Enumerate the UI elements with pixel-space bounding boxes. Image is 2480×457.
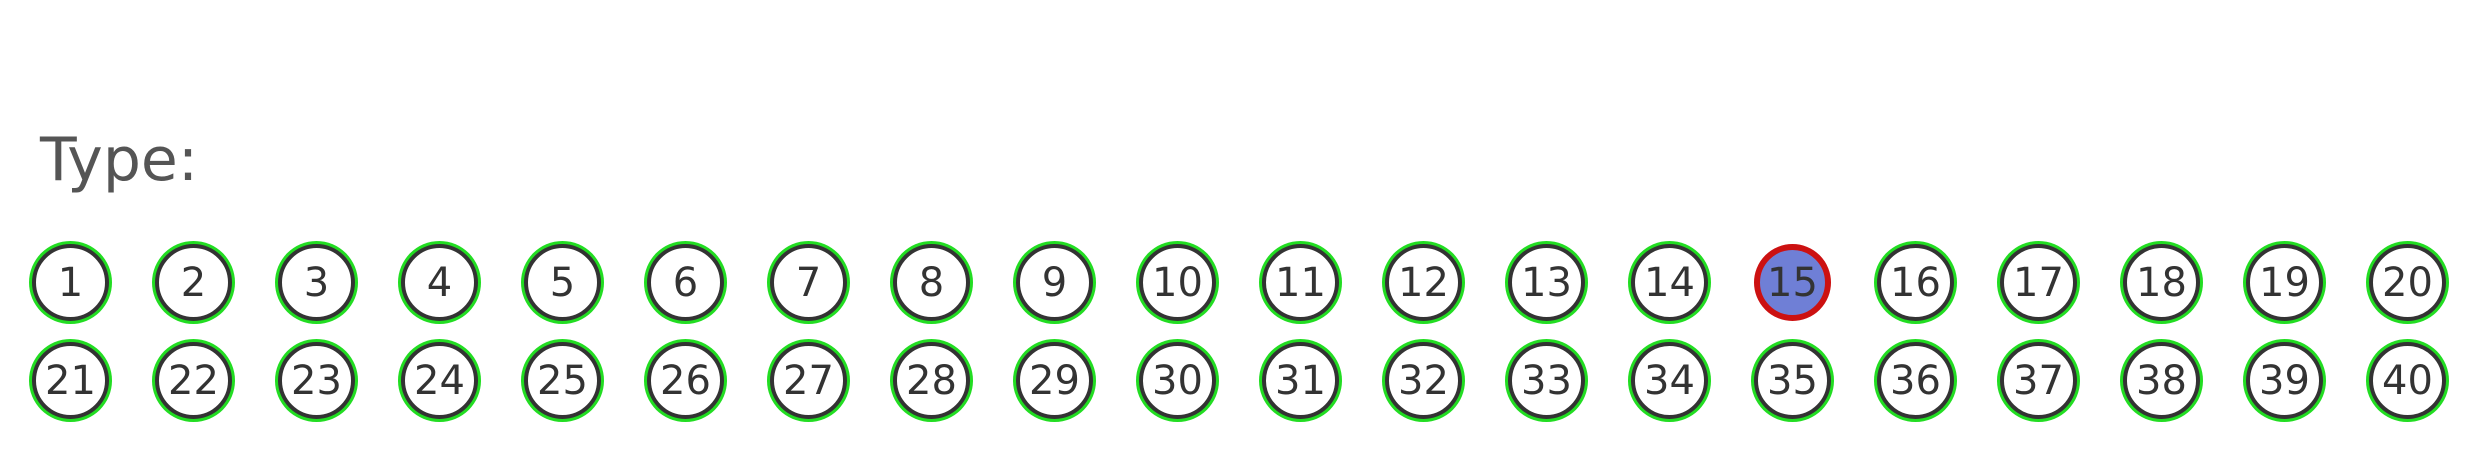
type-option-33[interactable]: 33: [1508, 342, 1585, 419]
type-options-grid: 1 2 3 4 5 6 7 8 9 10 11 12 13 14 15 16 17 18 19 20 21 22 23 24 2…: [32, 244, 2446, 419]
type-option-1[interactable]: 1: [32, 244, 109, 321]
type-option-24[interactable]: 24: [401, 342, 478, 419]
type-option-38[interactable]: 38: [2123, 342, 2200, 419]
type-option-16[interactable]: 16: [1877, 244, 1954, 321]
type-option-18[interactable]: 18: [2123, 244, 2200, 321]
type-option-28[interactable]: 28: [893, 342, 970, 419]
type-option-3[interactable]: 3: [278, 244, 355, 321]
type-option-15[interactable]: 15: [1754, 244, 1831, 321]
type-option-9[interactable]: 9: [1016, 244, 1093, 321]
type-option-35[interactable]: 35: [1754, 342, 1831, 419]
type-option-32[interactable]: 32: [1385, 342, 1462, 419]
type-option-22[interactable]: 22: [155, 342, 232, 419]
type-option-12[interactable]: 12: [1385, 244, 1462, 321]
type-option-11[interactable]: 11: [1262, 244, 1339, 321]
type-option-13[interactable]: 13: [1508, 244, 1585, 321]
type-option-21[interactable]: 21: [32, 342, 109, 419]
type-option-39[interactable]: 39: [2246, 342, 2323, 419]
type-option-4[interactable]: 4: [401, 244, 478, 321]
type-option-34[interactable]: 34: [1631, 342, 1708, 419]
type-option-2[interactable]: 2: [155, 244, 232, 321]
type-option-40[interactable]: 40: [2369, 342, 2446, 419]
type-option-31[interactable]: 31: [1262, 342, 1339, 419]
type-option-36[interactable]: 36: [1877, 342, 1954, 419]
type-option-27[interactable]: 27: [770, 342, 847, 419]
type-option-10[interactable]: 10: [1139, 244, 1216, 321]
type-option-14[interactable]: 14: [1631, 244, 1708, 321]
type-option-25[interactable]: 25: [524, 342, 601, 419]
type-option-23[interactable]: 23: [278, 342, 355, 419]
type-option-17[interactable]: 17: [2000, 244, 2077, 321]
type-option-6[interactable]: 6: [647, 244, 724, 321]
type-option-29[interactable]: 29: [1016, 342, 1093, 419]
type-option-20[interactable]: 20: [2369, 244, 2446, 321]
type-option-19[interactable]: 19: [2246, 244, 2323, 321]
type-option-7[interactable]: 7: [770, 244, 847, 321]
type-option-37[interactable]: 37: [2000, 342, 2077, 419]
type-option-26[interactable]: 26: [647, 342, 724, 419]
type-option-8[interactable]: 8: [893, 244, 970, 321]
type-label: Type:: [40, 125, 199, 195]
type-option-30[interactable]: 30: [1139, 342, 1216, 419]
type-option-5[interactable]: 5: [524, 244, 601, 321]
